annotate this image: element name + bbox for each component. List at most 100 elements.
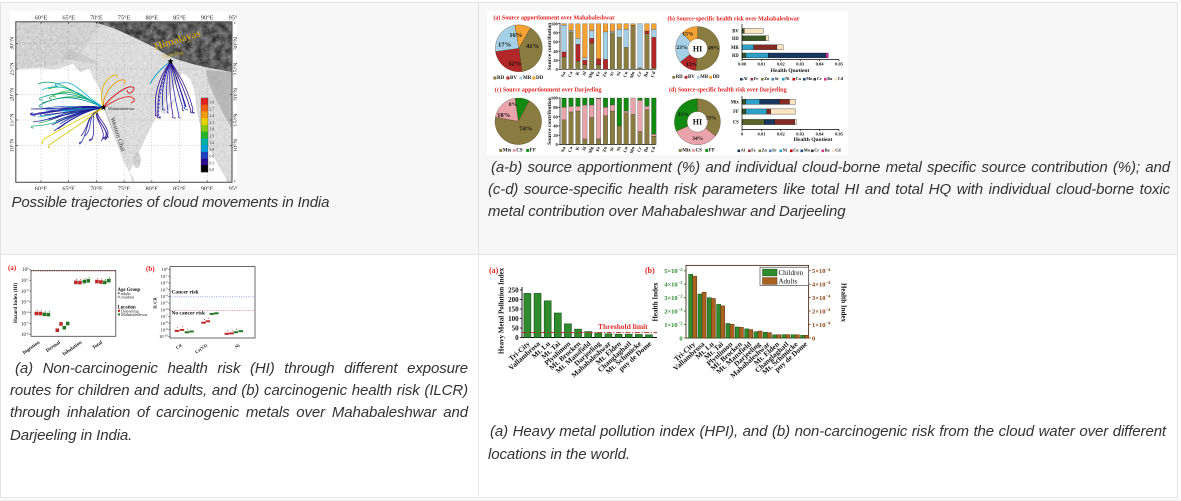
svg-text:Health Index: Health Index: [840, 283, 848, 323]
svg-text:BV: BV: [732, 30, 739, 35]
svg-text:(b): (b): [645, 266, 655, 275]
svg-text:Mahabaleshwar: Mahabaleshwar: [108, 106, 135, 111]
svg-text:0.00: 0.00: [738, 62, 747, 67]
svg-text:10°N: 10°N: [10, 138, 15, 152]
svg-text:2.1: 2.1: [210, 121, 215, 125]
svg-text:Hazard Index (HI): Hazard Index (HI): [14, 283, 19, 323]
svg-text:25°N: 25°N: [233, 62, 238, 76]
svg-text:FF: FF: [709, 148, 715, 153]
svg-text:Zn: Zn: [602, 146, 608, 153]
svg-text:Ba: Ba: [827, 76, 833, 81]
svg-text:CS: CS: [733, 121, 739, 126]
svg-text:Ca: Ca: [567, 145, 573, 152]
svg-text:Mix: Mix: [503, 148, 512, 153]
svg-text:33%: 33%: [705, 116, 717, 122]
svg-text:Cu: Cu: [622, 146, 628, 153]
svg-text:90°E: 90°E: [201, 185, 214, 190]
svg-text:41%: 41%: [526, 43, 539, 50]
svg-text:Sr: Sr: [772, 148, 776, 153]
svg-text:ILCR: ILCR: [153, 297, 158, 309]
svg-text:FF: FF: [733, 110, 739, 115]
svg-text:Ba: Ba: [825, 148, 831, 153]
svg-text:Zn: Zn: [602, 70, 608, 77]
svg-text:Ni: Ni: [616, 70, 622, 76]
svg-text:2.4: 2.4: [210, 114, 215, 118]
svg-text:80°E: 80°E: [145, 14, 158, 21]
svg-text:Cr: Cr: [817, 76, 822, 81]
svg-text:10-3: 10-3: [161, 287, 169, 293]
svg-text:Cd: Cd: [650, 146, 656, 153]
svg-text:1.2: 1.2: [210, 141, 215, 145]
svg-text:(a) Source apportionment over: (a) Source apportionment over Mahabalesh…: [493, 15, 615, 22]
svg-text:20°N: 20°N: [233, 87, 238, 101]
svg-text:10°N: 10°N: [233, 138, 238, 152]
svg-text:Cr: Cr: [636, 71, 642, 77]
svg-text:0: 0: [556, 67, 559, 72]
svg-text:20°N: 20°N: [10, 87, 15, 101]
svg-text:70°E: 70°E: [90, 185, 103, 190]
svg-text:Sr: Sr: [609, 146, 615, 152]
svg-text:100: 100: [22, 267, 29, 274]
svg-text:Mg: Mg: [588, 145, 595, 153]
svg-text:0.04: 0.04: [816, 132, 825, 137]
svg-text:2×10−2: 2×10−2: [664, 307, 683, 315]
svg-text:10-6: 10-6: [21, 332, 29, 339]
svg-text:16%: 16%: [509, 32, 522, 39]
svg-text:49%: 49%: [708, 46, 720, 52]
svg-text:74%: 74%: [519, 125, 532, 132]
svg-text:Age Group: Age Group: [118, 288, 141, 293]
svg-text:Ni: Ni: [783, 148, 788, 153]
svg-text:Ni: Ni: [234, 342, 241, 349]
svg-text:23%: 23%: [676, 45, 688, 51]
svg-text:60: 60: [553, 40, 558, 45]
svg-text:80°E: 80°E: [145, 185, 158, 190]
svg-text:Cd: Cd: [835, 148, 841, 153]
svg-text:Cd: Cd: [175, 342, 183, 350]
svg-text:2×10−4: 2×10−4: [812, 307, 831, 315]
svg-text:Ni: Ni: [785, 76, 790, 81]
svg-text:80: 80: [553, 31, 558, 36]
svg-text:Fe: Fe: [754, 76, 759, 81]
svg-text:34%: 34%: [692, 136, 704, 142]
svg-text:0.3: 0.3: [210, 161, 215, 165]
svg-text:65°E: 65°E: [62, 14, 75, 21]
svg-text:children: children: [121, 295, 136, 300]
svg-text:Heavy Metal Pollution Index: Heavy Metal Pollution Index: [497, 267, 505, 354]
svg-text:10-1: 10-1: [21, 277, 29, 284]
svg-text:Ba: Ba: [643, 145, 649, 152]
svg-text:CS: CS: [696, 148, 703, 153]
svg-text:4×10−4: 4×10−4: [812, 280, 831, 288]
svg-text:3×10−2: 3×10−2: [664, 294, 683, 302]
svg-text:(a): (a): [489, 266, 499, 275]
svg-text:3×10−4: 3×10−4: [812, 294, 831, 302]
svg-text:0.05: 0.05: [835, 132, 844, 137]
svg-text:60°E: 60°E: [35, 14, 48, 21]
svg-text:DD: DD: [732, 37, 739, 42]
svg-text:0: 0: [812, 335, 815, 342]
svg-text:Cu: Cu: [793, 148, 799, 153]
svg-text:95°E: 95°E: [229, 185, 237, 190]
svg-text:BV: BV: [510, 76, 517, 81]
svg-text:0.03: 0.03: [796, 62, 805, 67]
svg-text:0: 0: [515, 334, 519, 342]
svg-text:0.0: 0.0: [210, 168, 215, 172]
svg-text:(c) Source apportionment over: (c) Source apportionment over Darjeeling: [495, 87, 602, 94]
svg-text:0.01: 0.01: [757, 132, 766, 137]
svg-text:10-4: 10-4: [161, 293, 169, 299]
svg-text:HI: HI: [693, 44, 702, 53]
svg-text:0.03: 0.03: [796, 132, 805, 137]
svg-text:25°N: 25°N: [10, 62, 15, 76]
svg-text:70°E: 70°E: [90, 14, 103, 21]
svg-text:Cr(VI): Cr(VI): [194, 342, 208, 354]
svg-text:30°N: 30°N: [10, 36, 15, 50]
svg-text:(a): (a): [8, 264, 17, 272]
svg-text:Na: Na: [560, 70, 566, 77]
svg-text:Adults: Adults: [779, 278, 798, 286]
svg-text:FF: FF: [530, 148, 536, 153]
svg-text:10-4: 10-4: [21, 310, 29, 317]
svg-text:1×10−4: 1×10−4: [812, 321, 831, 329]
svg-text:Source contribution: Source contribution: [547, 96, 553, 144]
svg-text:Mix: Mix: [682, 148, 691, 153]
svg-text:DD: DD: [536, 76, 544, 81]
svg-text:33%: 33%: [678, 112, 690, 118]
